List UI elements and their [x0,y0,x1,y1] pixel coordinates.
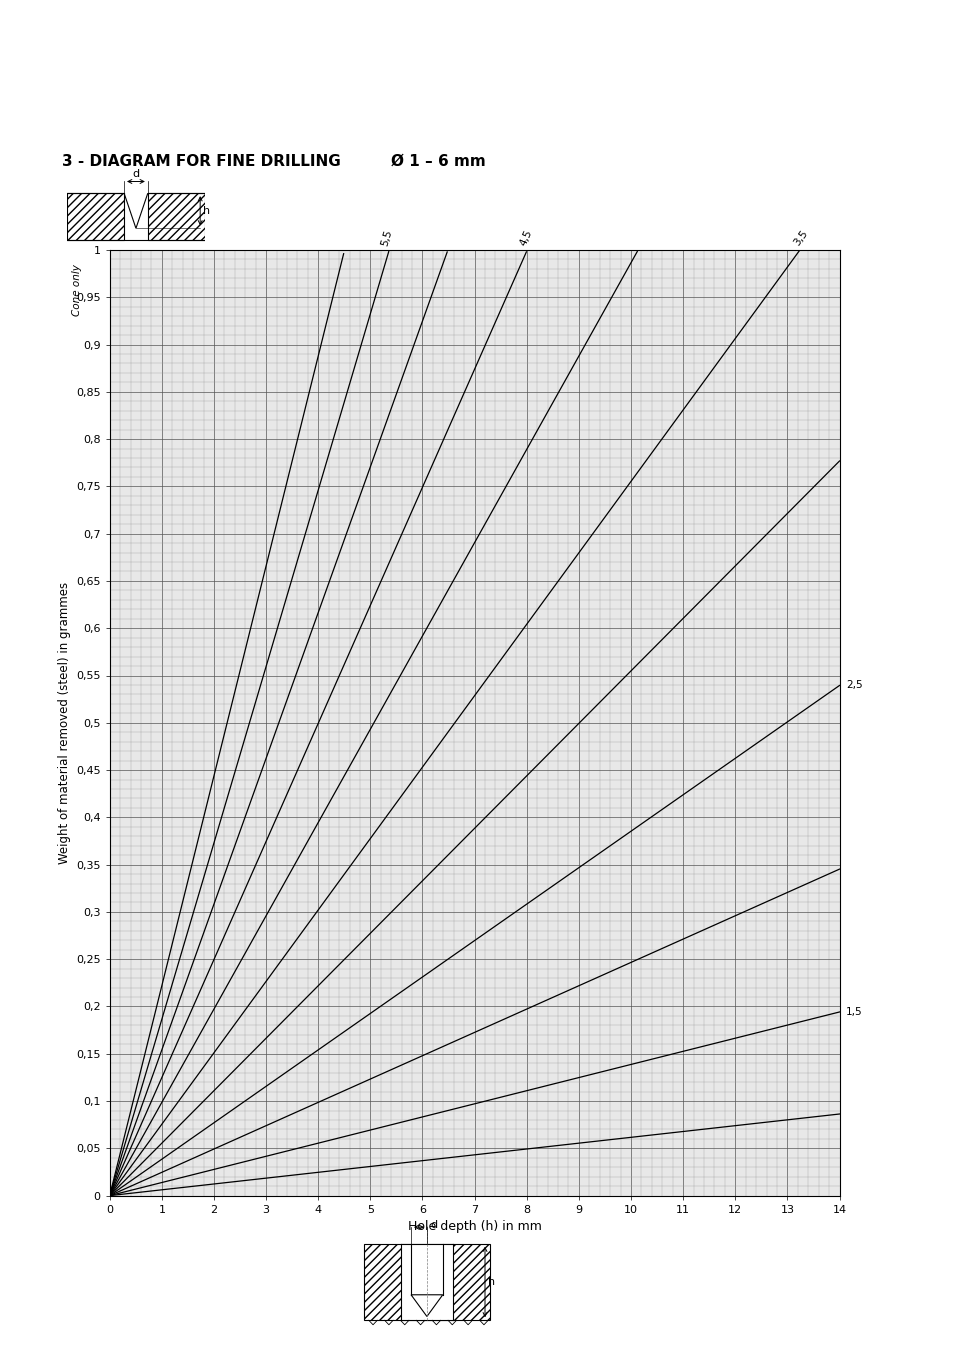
Text: 4,5: 4,5 [517,228,534,247]
Text: Cone only: Cone only [71,265,82,316]
Text: 3,5: 3,5 [791,228,809,247]
Text: 5,5: 5,5 [379,228,394,247]
Bar [363,1244,490,1320]
Text: 1,5: 1,5 [845,1006,862,1017]
Y-axis label: Weight of material removed (steel) in grammes: Weight of material removed (steel) in gr… [57,582,71,863]
Text: h: h [203,205,210,216]
Text: d: d [132,169,139,180]
Text: h: h [488,1277,495,1288]
Bar [400,1244,453,1320]
Text: d: d [430,1220,436,1229]
X-axis label: Hole depth (h) in mm: Hole depth (h) in mm [407,1220,541,1233]
Polygon shape [411,1294,442,1316]
Text: Ø 1 – 6 mm: Ø 1 – 6 mm [391,154,485,169]
Text: 2,5: 2,5 [845,681,862,690]
Bar [148,193,205,240]
Text: 3 - DIAGRAM FOR FINE DRILLING: 3 - DIAGRAM FOR FINE DRILLING [62,154,340,169]
Bar [67,193,124,240]
